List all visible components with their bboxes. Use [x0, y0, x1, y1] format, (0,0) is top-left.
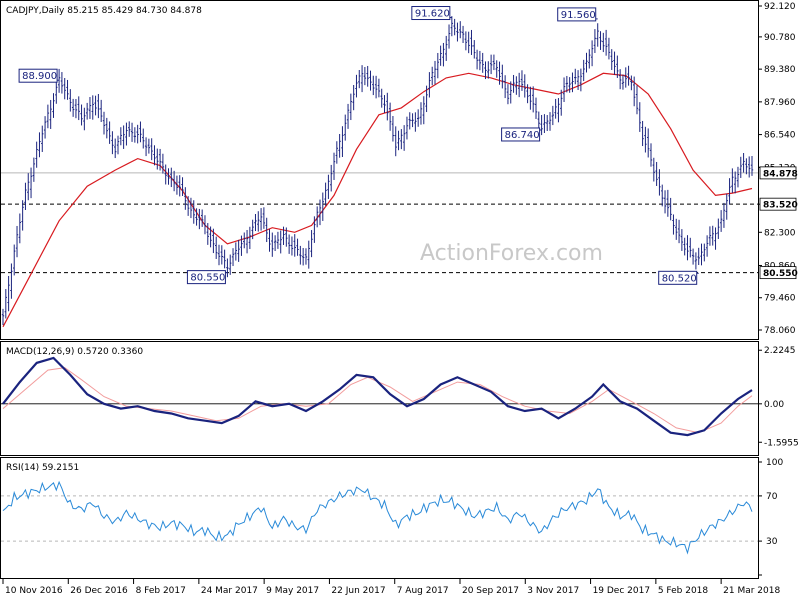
price-levels [1, 172, 758, 274]
price-callout-label: 91.560 [561, 10, 596, 21]
macd-line [2, 356, 753, 437]
rsi-pane: RSI(14) 59.2151 [0, 457, 759, 579]
price-callout-box [411, 6, 451, 21]
price-y-tick-label: 78.060 [764, 326, 796, 336]
rsi-header-label: RSI(14) 59.2151 [6, 463, 79, 473]
price-callout-label: 86.740 [505, 130, 540, 141]
price-callout-box [18, 68, 58, 83]
price-callout-label: 91.620 [415, 9, 450, 20]
price-y-axis: 92.12090.78089.38087.96086.54085.12083.5… [758, 2, 798, 336]
x-tick-label: 9 May 2017 [266, 586, 319, 596]
rsi-pane-border [0, 457, 759, 579]
price-header-label: CADJPY,Daily 85.215 85.429 84.730 84.878 [6, 6, 202, 16]
x-tick-label: 22 Jun 2017 [331, 586, 385, 596]
price-y-tick-label: 87.960 [764, 98, 796, 108]
price-level-box [759, 266, 797, 280]
price-candles-layer [1, 16, 754, 326]
rsi-y-tick-label: 30 [766, 537, 778, 547]
macd-header-label: MACD(12,26,9) 0.5720 0.3360 [6, 347, 143, 357]
rsi-lines-layer [1, 480, 758, 555]
x-tick-label: 10 Nov 2016 [5, 586, 63, 596]
watermark-text: ActionForex.com [420, 241, 603, 266]
price-callout-box [186, 270, 226, 285]
price-level-label: 83.520 [763, 201, 798, 211]
price-callout-label: 88.900 [22, 71, 57, 82]
macd-y-tick-label: -1.5955 [764, 438, 799, 448]
price-callouts-layer: 88.900 80.550 91.620 86.740 91.560 80.520 [18, 6, 699, 285]
price-y-tick-label: 86.540 [764, 131, 796, 141]
x-tick-label: 26 Dec 2016 [70, 586, 128, 596]
macd-y-tick-label: 2.2245 [764, 346, 796, 356]
price-callout-box [501, 127, 541, 142]
x-tick-label: 3 Nov 2017 [527, 586, 579, 596]
price-level-box [759, 166, 797, 180]
price-callout-label: 80.550 [190, 273, 225, 284]
macd-y-tick-label: 0.00 [764, 400, 784, 410]
macd-pane-border [0, 341, 759, 456]
rsi-y-tick-label: 70 [766, 492, 778, 502]
x-tick-label: 20 Sep 2017 [462, 586, 519, 596]
x-tick-label: 5 Feb 2018 [658, 586, 709, 596]
x-tick-label: 24 Mar 2017 [201, 586, 258, 596]
x-tick-label: 19 Dec 2017 [593, 586, 651, 596]
macd-pane: MACD(12,26,9) 0.5720 0.3360 [0, 341, 759, 456]
price-callout-label: 80.520 [662, 273, 697, 284]
rsi-y-tick-label: 100 [766, 458, 783, 468]
x-tick-label: 7 Aug 2017 [397, 586, 449, 596]
price-y-tick-label: 92.120 [764, 2, 796, 12]
price-y-tick-label: 90.780 [764, 33, 796, 43]
macd-signal-line [2, 367, 753, 434]
macd-lines-layer [1, 356, 758, 437]
price-level-label: 84.878 [763, 169, 798, 179]
price-callout-box [658, 270, 698, 285]
price-callout-box [557, 7, 597, 22]
macd-y-axis: 2.2245 0.00 -1.5955 [758, 346, 799, 448]
time-x-axis: 10 Nov 2016 26 Dec 2016 8 Feb 2017 24 Mar 2… [2, 579, 780, 596]
rsi-line [2, 480, 753, 555]
price-pane-border [0, 0, 759, 340]
price-level-label: 80.550 [763, 269, 798, 279]
price-y-tick-label: 82.300 [764, 228, 796, 238]
x-tick-label: 21 Mar 2018 [723, 586, 780, 596]
rsi-y-axis: 100 70 30 [758, 458, 783, 576]
x-tick-label: 8 Feb 2017 [136, 586, 186, 596]
price-y-tick-label: 89.380 [764, 65, 796, 75]
price-pane: ActionForex.com 88.900 80.550 91.620 86.740… [0, 0, 759, 340]
price-level-box [759, 197, 797, 211]
price-y-tick-label: 79.460 [764, 294, 796, 304]
